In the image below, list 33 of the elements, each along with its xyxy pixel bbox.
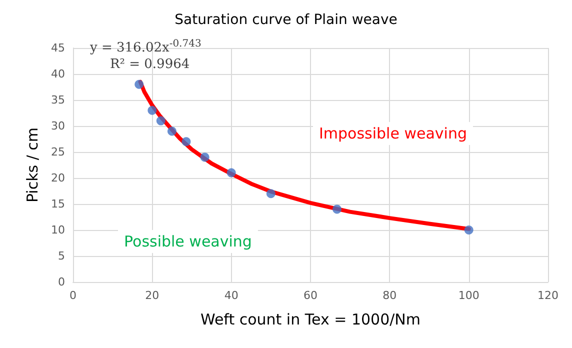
x-tick-label: 0: [70, 289, 76, 302]
y-tick-label: 30: [51, 120, 65, 132]
point: [156, 116, 166, 126]
point: [200, 152, 210, 162]
point: [266, 189, 276, 198]
point: [226, 168, 236, 178]
x-tick-label: 120: [538, 289, 558, 302]
y-tick-label: 10: [51, 224, 65, 236]
chart-title: Saturation curve of Plain weave: [174, 12, 398, 28]
annotation: R² = 0.9964: [110, 57, 190, 72]
y-tick-label: 35: [51, 94, 65, 106]
x-tick-label: 60: [304, 289, 318, 302]
y-tick-label: 20: [51, 172, 65, 184]
x-tick-label: 40: [224, 289, 238, 302]
y-tick-label: 40: [51, 68, 65, 80]
x-tick-label: 20: [145, 289, 160, 302]
x-tick-label: 80: [382, 289, 397, 302]
point: [332, 204, 342, 214]
point: [182, 137, 191, 146]
y-axis-title: Picks / cm: [24, 127, 42, 203]
annotation: Impossible weaving: [319, 124, 467, 142]
y-tick-label: 25: [51, 146, 65, 158]
point: [167, 126, 176, 136]
y-tick-label: 5: [58, 250, 65, 262]
y-tick-label: 45: [51, 42, 65, 54]
point: [134, 80, 144, 89]
annotation: Possible weaving: [124, 232, 252, 250]
x-axis-title: Weft count in Tex = 1000/Nm: [200, 310, 420, 328]
y-tick-label: 0: [58, 276, 65, 288]
point: [464, 226, 474, 234]
point: [148, 106, 157, 115]
x-tick-label: 100: [458, 289, 480, 302]
y-tick-label: 15: [51, 198, 65, 210]
